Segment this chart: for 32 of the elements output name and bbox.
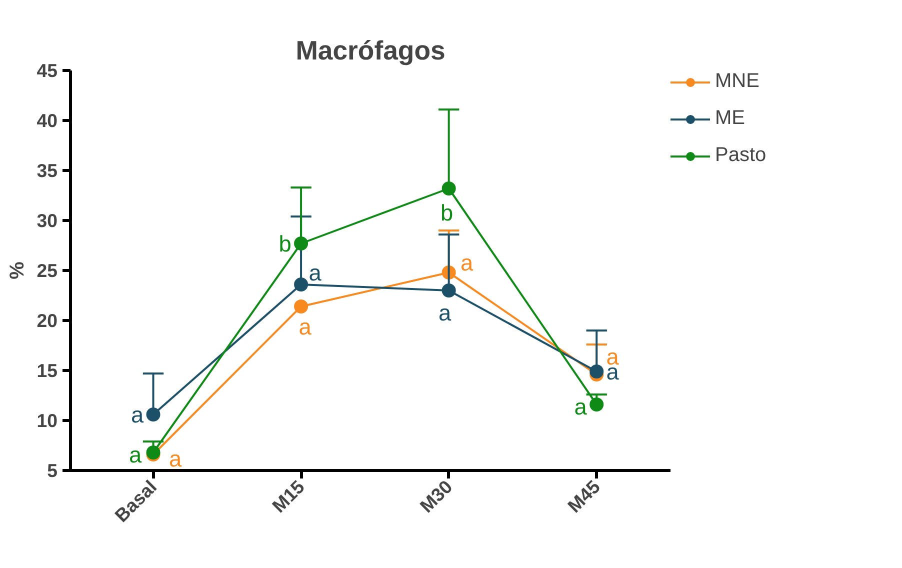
y-tick-label: 5 <box>47 460 58 481</box>
point <box>294 300 308 314</box>
chart-title: Macrófagos <box>296 36 446 66</box>
data-label: a <box>168 446 182 472</box>
legend-label: Pasto <box>715 144 768 167</box>
y-tick-label: 25 <box>36 260 58 281</box>
point <box>590 398 604 412</box>
y-tick-label: 30 <box>36 210 58 231</box>
data-label: a <box>308 260 322 286</box>
point <box>442 182 456 196</box>
legend-label: MNE <box>715 70 760 93</box>
point <box>146 408 160 422</box>
data-label: a <box>298 314 312 340</box>
data-label: a <box>130 402 144 428</box>
y-tick-label: 35 <box>36 160 58 181</box>
point <box>590 364 604 378</box>
point <box>442 284 456 298</box>
data-label: b <box>278 230 292 256</box>
data-label: a <box>438 300 452 326</box>
y-tick-label: 10 <box>36 410 58 431</box>
y-tick-label: 20 <box>36 310 58 331</box>
legend-label: ME <box>715 107 746 130</box>
data-label: b <box>440 200 454 226</box>
data-label: a <box>574 394 588 420</box>
data-label: a <box>460 250 474 276</box>
y-tick-label: 15 <box>36 360 58 381</box>
data-label: a <box>128 442 142 468</box>
y-tick-label: 45 <box>36 60 58 81</box>
point <box>294 278 308 292</box>
point <box>294 236 308 250</box>
y-axis-title: % <box>6 261 29 280</box>
y-tick-label: 40 <box>36 110 58 131</box>
